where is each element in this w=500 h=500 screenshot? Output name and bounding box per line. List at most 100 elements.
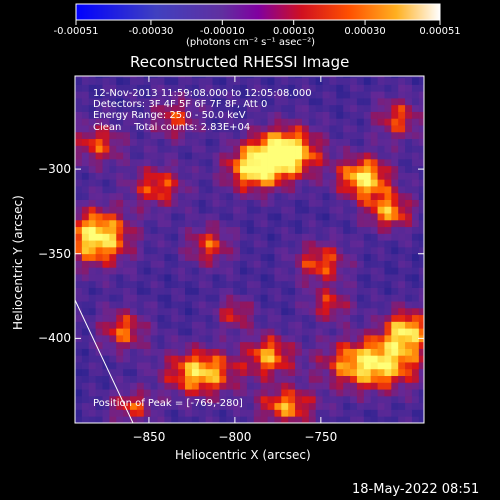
heatmap-cell — [356, 274, 365, 282]
heatmap-cell — [75, 416, 83, 423]
heatmap-cell — [295, 192, 303, 200]
heatmap-cell — [350, 246, 358, 255]
heatmap-cell — [109, 226, 117, 234]
heatmap-cell — [185, 395, 193, 404]
heatmap-cell — [253, 341, 262, 349]
heatmap-cell — [398, 280, 406, 288]
heatmap-cell — [136, 152, 145, 160]
heatmap-cell — [219, 301, 227, 309]
heatmap-cell — [267, 213, 275, 221]
heatmap-cell — [240, 402, 248, 410]
heatmap-cell — [191, 152, 200, 160]
heatmap-cell — [274, 368, 282, 376]
heatmap-cell — [281, 104, 289, 112]
heatmap-cell — [88, 301, 97, 309]
heatmap-cell — [143, 301, 152, 309]
heatmap-cell — [185, 409, 193, 417]
heatmap-cell — [308, 334, 317, 343]
heatmap-cell — [398, 152, 406, 160]
heatmap-cell — [336, 206, 344, 214]
heatmap-cell — [322, 213, 330, 221]
heatmap-cell — [233, 179, 241, 187]
heatmap-cell — [356, 186, 365, 194]
heatmap-cell — [288, 301, 296, 309]
heatmap-cell — [88, 226, 97, 234]
heatmap-cell — [130, 152, 138, 160]
heatmap-cell — [363, 76, 372, 79]
heatmap-cell — [88, 240, 97, 248]
heatmap-cell — [178, 240, 186, 248]
heatmap-cell — [164, 145, 172, 153]
heatmap-cell — [363, 260, 372, 268]
heatmap-cell — [212, 98, 220, 106]
heatmap-cell — [384, 382, 392, 390]
heatmap-cell — [116, 226, 124, 234]
heatmap-cell — [136, 165, 145, 173]
heatmap-cell — [116, 158, 124, 167]
heatmap-cell — [102, 219, 110, 228]
heatmap-cell — [81, 186, 90, 194]
heatmap-cell — [171, 172, 179, 180]
heatmap-cell — [329, 179, 337, 187]
heatmap-cell — [384, 368, 392, 376]
heatmap-cell — [288, 91, 296, 99]
heatmap-cell — [164, 375, 172, 383]
heatmap-cell — [377, 118, 385, 126]
heatmap-cell — [405, 76, 413, 79]
heatmap-cell — [95, 186, 103, 194]
heatmap-cell — [88, 375, 97, 383]
heatmap-cell — [75, 301, 83, 309]
heatmap-cell — [143, 111, 152, 119]
heatmap-cell — [95, 165, 103, 173]
y-tick-label: −350 — [38, 246, 71, 261]
heatmap-cell — [75, 186, 83, 194]
heatmap-cell — [398, 213, 406, 221]
heatmap-cell — [240, 186, 248, 194]
heatmap-cell — [370, 246, 378, 255]
heatmap-cell — [329, 111, 337, 119]
heatmap-cell — [288, 382, 296, 390]
heatmap-cell — [164, 158, 172, 167]
heatmap-cell — [329, 355, 337, 363]
heatmap-cell — [418, 348, 424, 356]
heatmap-cell — [260, 348, 268, 356]
heatmap-cell — [260, 118, 268, 126]
heatmap-cell — [109, 199, 117, 207]
heatmap-cell — [246, 382, 255, 390]
heatmap-cell — [370, 158, 378, 167]
heatmap-cell — [150, 341, 158, 349]
heatmap-cell — [205, 314, 213, 322]
heatmap-cell — [81, 409, 90, 417]
heatmap-cell — [171, 287, 179, 295]
heatmap-cell — [198, 402, 207, 410]
heatmap-cell — [350, 76, 358, 79]
heatmap-cell — [143, 138, 152, 146]
heatmap-cell — [191, 341, 200, 349]
heatmap-cell — [391, 395, 399, 404]
heatmap-cell — [343, 158, 351, 167]
heatmap-cell — [350, 382, 358, 390]
heatmap-cell — [130, 233, 138, 241]
heatmap-cell — [405, 84, 413, 92]
heatmap-cell — [136, 301, 145, 309]
heatmap-cell — [205, 172, 213, 180]
heatmap-cell — [198, 301, 207, 309]
heatmap-cell — [150, 260, 158, 268]
heatmap-cell — [356, 152, 365, 160]
heatmap-cell — [198, 294, 207, 302]
heatmap-cell — [95, 287, 103, 295]
heatmap-cell — [198, 118, 207, 126]
heatmap-cell — [143, 131, 152, 140]
heatmap-cell — [274, 362, 282, 370]
heatmap-cell — [205, 294, 213, 302]
heatmap-cell — [185, 226, 193, 234]
heatmap-cell — [405, 395, 413, 404]
heatmap-cell — [356, 321, 365, 329]
heatmap-cell — [130, 328, 138, 336]
heatmap-cell — [253, 301, 262, 309]
heatmap-cell — [191, 368, 200, 376]
heatmap-cell — [288, 402, 296, 410]
heatmap-cell — [322, 98, 330, 106]
heatmap-cell — [267, 77, 275, 85]
heatmap-cell — [109, 219, 117, 228]
